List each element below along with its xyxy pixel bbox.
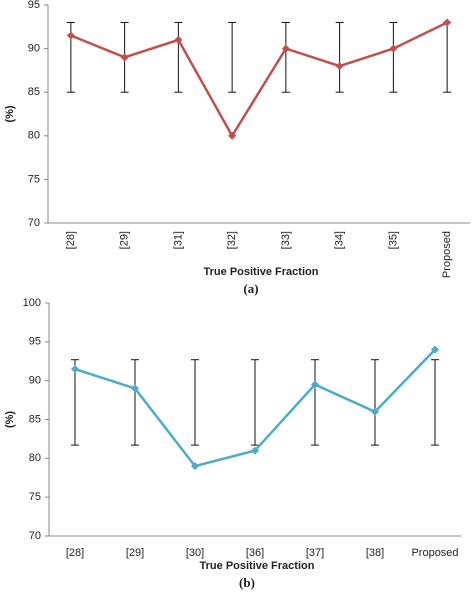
x-tick-label: [32]	[226, 231, 238, 249]
x-tick-label: [29]	[126, 547, 144, 559]
y-tick-label: 80	[28, 130, 40, 142]
y-tick-label: 75	[28, 173, 40, 185]
y-tick-label: 80	[29, 452, 41, 464]
marker	[431, 345, 439, 354]
y-tick-label: 90	[29, 375, 41, 387]
x-tick-label: [29]	[119, 231, 131, 249]
x-tick-label: [30]	[186, 547, 204, 559]
marker	[66, 31, 75, 40]
marker	[389, 44, 398, 53]
x-tick-label: [31]	[172, 231, 184, 249]
marker	[251, 446, 259, 455]
y-tick-label: 95	[29, 336, 41, 348]
y-tick-label: 90	[28, 43, 40, 55]
y-tick-label: 75	[29, 491, 41, 503]
marker	[71, 365, 79, 374]
x-tick-label: Proposed	[441, 231, 453, 278]
y-axis-label: (%)	[4, 105, 16, 122]
x-tick-label: [34]	[334, 231, 346, 249]
y-tick-label: 100	[23, 297, 41, 309]
marker	[311, 380, 319, 389]
x-axis-label: True Positive Fraction	[204, 266, 319, 278]
y-tick-label: 85	[29, 413, 41, 425]
marker	[443, 18, 452, 27]
x-tick-label: Proposed	[411, 547, 458, 559]
y-tick-label: 95	[28, 0, 40, 11]
y-tick-label: 85	[28, 86, 40, 98]
caption: (b)	[239, 575, 255, 590]
x-axis-label: True Positive Fraction	[200, 560, 315, 572]
y-tick-label: 70	[29, 530, 41, 542]
x-tick-label: [37]	[306, 547, 324, 559]
marker	[120, 53, 129, 62]
marker	[335, 62, 344, 71]
marker	[191, 462, 199, 471]
y-tick-label: 70	[28, 217, 40, 229]
x-tick-label: [28]	[66, 547, 84, 559]
x-tick-label: [33]	[280, 231, 292, 249]
x-tick-label: [28]	[65, 231, 77, 249]
x-tick-label: [36]	[246, 547, 264, 559]
marker	[371, 407, 379, 416]
marker	[131, 384, 139, 393]
caption: (a)	[243, 281, 258, 296]
x-tick-label: [38]	[366, 547, 384, 559]
marker	[281, 44, 290, 53]
x-tick-label: [35]	[387, 231, 399, 249]
y-axis-label: (%)	[4, 411, 16, 428]
series-line	[70, 21, 448, 139]
marker	[174, 35, 183, 44]
marker	[228, 131, 237, 140]
